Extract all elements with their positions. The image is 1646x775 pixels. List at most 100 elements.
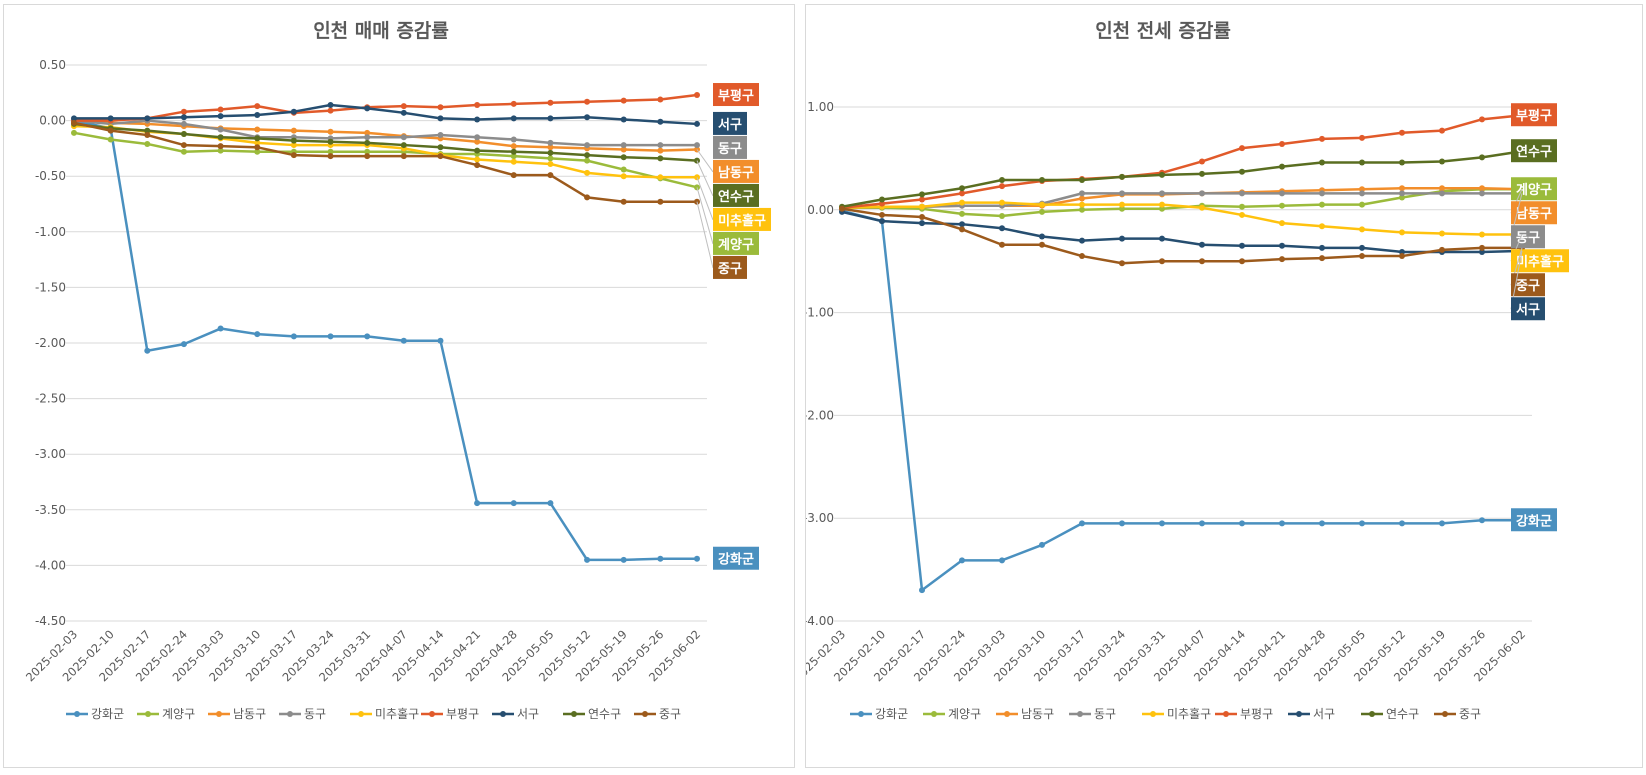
end-label: 연수구	[1516, 145, 1552, 160]
series-line	[74, 103, 698, 126]
data-point	[547, 160, 554, 167]
data-point	[510, 500, 517, 507]
data-point	[1319, 255, 1325, 262]
data-point	[657, 142, 664, 149]
data-point	[1399, 129, 1405, 136]
legend-label: 미추홀구	[375, 707, 419, 721]
data-point	[959, 226, 965, 233]
y-tick-label: 0.00	[39, 114, 66, 128]
legend-marker	[1296, 711, 1302, 717]
leader-line	[696, 149, 714, 173]
data-point	[437, 132, 444, 139]
series-line	[73, 119, 697, 147]
y-tick-label: -2.00	[806, 408, 834, 422]
data-point	[1199, 170, 1205, 177]
data-point	[254, 112, 261, 119]
data-point	[1239, 203, 1245, 210]
data-point	[400, 153, 407, 160]
end-label-box	[1511, 508, 1557, 532]
series-line	[841, 210, 1523, 254]
data-point	[1359, 253, 1365, 260]
data-point	[620, 173, 627, 180]
end-label-box	[713, 183, 759, 207]
data-point	[217, 143, 224, 150]
data-point	[1159, 190, 1165, 197]
data-point	[1239, 211, 1245, 218]
data-point	[1199, 241, 1205, 248]
series-line	[73, 119, 697, 562]
data-point	[364, 139, 371, 146]
legend-label: 연수구	[588, 707, 621, 721]
data-point	[1159, 205, 1165, 212]
data-point	[620, 556, 627, 563]
data-point	[474, 500, 481, 507]
data-point	[400, 103, 407, 110]
y-tick-label: -2.00	[35, 336, 66, 350]
data-point	[327, 138, 334, 145]
data-point	[1319, 520, 1325, 527]
data-point	[1039, 201, 1045, 208]
data-point	[1479, 517, 1485, 524]
data-point	[879, 200, 885, 207]
data-point	[1399, 253, 1405, 260]
data-point	[1239, 168, 1245, 175]
data-point	[1239, 190, 1245, 197]
chart-title: 인천 전세 증감률	[1095, 20, 1231, 42]
data-point	[1119, 201, 1125, 208]
data-point	[1119, 173, 1125, 180]
y-tick-label: -3.00	[806, 511, 834, 525]
data-point	[327, 153, 334, 160]
end-label-box	[1511, 225, 1545, 249]
end-label-box	[1511, 177, 1557, 201]
data-point	[584, 157, 591, 164]
data-point	[1439, 185, 1445, 192]
data-point	[364, 148, 371, 155]
end-label: 서구	[1516, 303, 1540, 318]
end-label: 강화군	[718, 552, 754, 568]
y-tick-label: -3.00	[35, 447, 66, 461]
data-point	[1039, 233, 1045, 240]
data-point	[290, 142, 297, 149]
data-point	[107, 127, 114, 134]
data-point	[1439, 158, 1445, 165]
data-point	[584, 114, 591, 121]
data-point	[510, 153, 517, 160]
series-line	[73, 131, 698, 189]
data-point	[474, 162, 481, 169]
legend-label: 서구	[1313, 707, 1335, 721]
data-point	[657, 555, 664, 562]
data-point	[217, 325, 224, 332]
end-label-box	[713, 207, 771, 231]
data-point	[327, 107, 334, 114]
data-point	[1359, 190, 1365, 197]
end-label-box	[1511, 297, 1545, 321]
legend-label: 미추홀구	[1167, 707, 1211, 721]
legend-marker	[1077, 711, 1083, 717]
end-label: 강화군	[1516, 513, 1552, 529]
legend-label: 동구	[304, 707, 326, 721]
data-point	[584, 152, 591, 159]
data-point	[999, 241, 1005, 248]
data-point	[437, 153, 444, 160]
data-point	[1359, 201, 1365, 208]
series-line	[841, 149, 1523, 208]
data-point	[1399, 159, 1405, 166]
data-point	[400, 134, 407, 141]
data-point	[1079, 201, 1085, 208]
data-point	[959, 190, 965, 197]
data-point	[180, 341, 187, 348]
data-point	[180, 120, 187, 127]
data-point	[474, 156, 481, 163]
data-point	[1399, 185, 1405, 192]
end-label: 남동구	[1516, 206, 1552, 222]
data-point	[144, 127, 151, 134]
end-label: 중구	[718, 262, 742, 277]
data-point	[919, 587, 925, 594]
legend-marker	[571, 711, 577, 717]
data-point	[584, 169, 591, 176]
data-point	[547, 155, 554, 162]
end-label: 동구	[1516, 231, 1540, 246]
sale-chart: 인천 매매 증감률 0.50 0.00 -0.50 -1.00 -1.50 -2.00 -2…	[23, 20, 771, 721]
data-point	[1079, 176, 1085, 183]
data-point	[1079, 206, 1085, 213]
